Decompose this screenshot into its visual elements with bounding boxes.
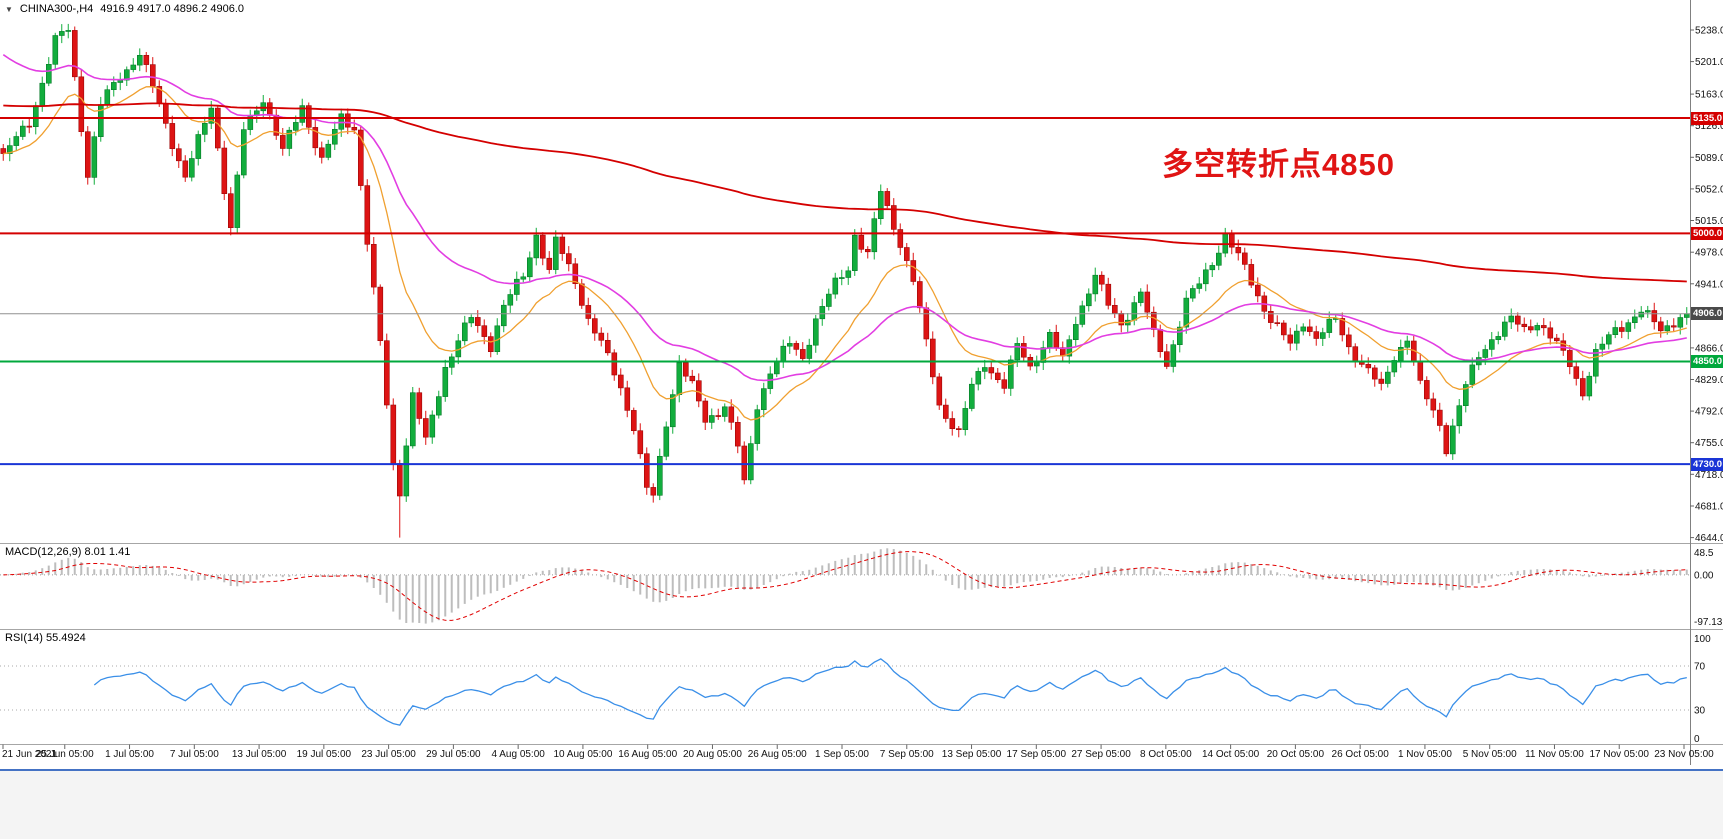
svg-text:-97.13: -97.13 (1694, 617, 1723, 628)
svg-text:4941.0: 4941.0 (1695, 279, 1723, 290)
window-background (0, 771, 1723, 839)
svg-text:17 Sep 05:00: 17 Sep 05:00 (1007, 749, 1067, 760)
svg-text:7 Jul 05:00: 7 Jul 05:00 (170, 749, 219, 760)
svg-text:30: 30 (1694, 706, 1706, 717)
svg-text:25 Jun 05:00: 25 Jun 05:00 (36, 749, 94, 760)
svg-text:5163.0: 5163.0 (1695, 90, 1723, 101)
svg-text:5 Nov 05:00: 5 Nov 05:00 (1463, 749, 1517, 760)
svg-text:14 Oct 05:00: 14 Oct 05:00 (1202, 749, 1260, 760)
svg-text:16 Aug 05:00: 16 Aug 05:00 (618, 749, 677, 760)
svg-text:4718.0: 4718.0 (1695, 470, 1723, 481)
svg-text:70: 70 (1694, 662, 1706, 673)
svg-text:0.00: 0.00 (1694, 570, 1714, 581)
ma-medium-line (2, 54, 1687, 382)
svg-text:100: 100 (1694, 634, 1711, 645)
svg-text:5201.0: 5201.0 (1695, 57, 1723, 68)
candlesticks (0, 23, 1690, 538)
svg-text:20 Aug 05:00: 20 Aug 05:00 (683, 749, 742, 760)
svg-text:11 Nov 05:00: 11 Nov 05:00 (1525, 749, 1584, 760)
svg-text:1 Nov 05:00: 1 Nov 05:00 (1398, 749, 1452, 760)
svg-text:13 Sep 05:00: 13 Sep 05:00 (942, 749, 1002, 760)
svg-text:5052.0: 5052.0 (1695, 184, 1723, 195)
macd-histogram (8, 548, 1688, 624)
price-tag-resistance-5135: 5135.0 (1691, 111, 1723, 125)
svg-text:8 Oct 05:00: 8 Oct 05:00 (1140, 749, 1192, 760)
ma-slow-line (3, 102, 1687, 283)
horizontal-lines (0, 117, 1690, 466)
svg-text:5126.0: 5126.0 (1695, 121, 1723, 132)
svg-text:20 Oct 05:00: 20 Oct 05:00 (1267, 749, 1325, 760)
svg-text:4792.0: 4792.0 (1695, 407, 1723, 418)
svg-text:4829.0: 4829.0 (1695, 375, 1723, 386)
ma-fast-line (3, 86, 1687, 421)
svg-text:13 Jul 05:00: 13 Jul 05:00 (232, 749, 287, 760)
svg-text:17 Nov 05:00: 17 Nov 05:00 (1589, 749, 1649, 760)
rsi-line (93, 658, 1687, 726)
horizontal-scrollbar[interactable] (0, 769, 1723, 771)
svg-text:7 Sep 05:00: 7 Sep 05:00 (880, 749, 934, 760)
svg-text:4681.0: 4681.0 (1695, 501, 1723, 512)
svg-text:26 Oct 05:00: 26 Oct 05:00 (1332, 749, 1390, 760)
svg-text:27 Sep 05:00: 27 Sep 05:00 (1071, 749, 1131, 760)
svg-text:4866.0: 4866.0 (1695, 343, 1723, 354)
rsi-label: RSI(14) 55.4924 (5, 632, 86, 644)
svg-text:29 Jul 05:00: 29 Jul 05:00 (426, 749, 481, 760)
svg-text:5089.0: 5089.0 (1695, 153, 1723, 164)
price-tag-resistance-5000: 5000.0 (1691, 226, 1723, 240)
svg-text:5015.0: 5015.0 (1695, 216, 1723, 227)
svg-text:4644.0: 4644.0 (1695, 533, 1723, 544)
price-tag-support-4730: 4730.0 (1691, 457, 1723, 471)
chart-annotation-text: 多空转折点4850 (1162, 147, 1395, 182)
chart-title[interactable]: ▼ CHINA300-,H4 4916.9 4917.0 4896.2 4906… (5, 3, 244, 15)
svg-text:4978.0: 4978.0 (1695, 248, 1723, 259)
macd-signal-line (3, 551, 1687, 621)
chart-symbol-period: CHINA300-,H4 (19, 3, 94, 15)
svg-text:4755.0: 4755.0 (1695, 438, 1723, 449)
price-tag-support-4850: 4850.0 (1691, 355, 1723, 368)
svg-text:21 Jun 2021: 21 Jun 2021 (2, 749, 57, 760)
svg-text:4 Aug 05:00: 4 Aug 05:00 (491, 749, 545, 760)
svg-text:5238.0: 5238.0 (1695, 25, 1723, 36)
svg-text:1 Jul 05:00: 1 Jul 05:00 (105, 749, 154, 760)
chart-ohlc-values: 4916.9 4917.0 4896.2 4906.0 (100, 3, 245, 15)
svg-text:48.5: 48.5 (1694, 548, 1714, 559)
svg-text:23 Jul 05:00: 23 Jul 05:00 (361, 749, 416, 760)
svg-text:10 Aug 05:00: 10 Aug 05:00 (553, 749, 612, 760)
macd-label: MACD(12,26,9) 8.01 1.41 (5, 546, 131, 558)
svg-text:26 Aug 05:00: 26 Aug 05:00 (748, 749, 807, 760)
svg-text:0: 0 (1694, 734, 1700, 745)
price-tag-current-price: 4906.0 (1691, 307, 1723, 321)
svg-text:19 Jul 05:00: 19 Jul 05:00 (297, 749, 352, 760)
symbol-menu-icon[interactable]: ▼ (5, 4, 13, 14)
svg-text:1 Sep 05:00: 1 Sep 05:00 (815, 749, 869, 760)
svg-text:23 Nov 05:00: 23 Nov 05:00 (1654, 749, 1714, 760)
moving-averages (2, 54, 1687, 421)
